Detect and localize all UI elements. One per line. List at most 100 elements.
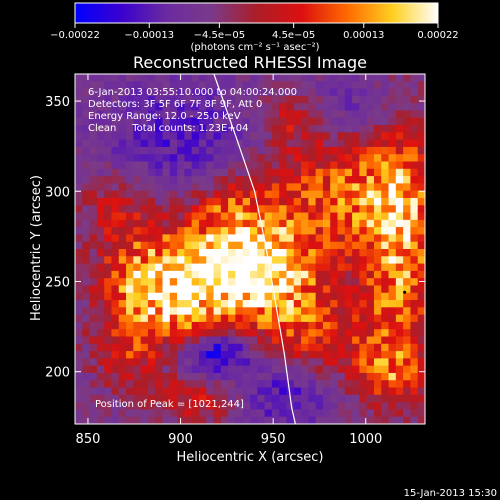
heatmap-cell [330, 387, 338, 396]
heatmap-cell [395, 154, 404, 162]
heatmap-cell [133, 234, 142, 243]
heatmap-cell [147, 168, 156, 177]
heatmap-cell [75, 351, 83, 359]
heatmap-cell [191, 190, 200, 199]
heatmap-cell [89, 387, 98, 396]
heatmap-cell [264, 343, 273, 352]
heatmap-cell [403, 168, 411, 177]
heatmap-cell [184, 365, 193, 374]
heatmap-cell [89, 402, 98, 410]
heatmap-cell [155, 292, 163, 301]
heatmap-cell [118, 365, 127, 374]
heatmap-cell [169, 132, 178, 141]
heatmap-cell [126, 95, 134, 104]
heatmap-cell [242, 336, 251, 345]
heatmap-cell [242, 103, 251, 111]
heatmap-cell [286, 183, 295, 192]
heatmap-cell [308, 161, 317, 170]
heatmap-cell [126, 300, 134, 308]
heatmap-cell [366, 365, 375, 374]
heatmap-cell [286, 285, 295, 294]
heatmap-cell [118, 351, 127, 359]
heatmap-cell [366, 234, 375, 243]
heatmap-cell [147, 219, 156, 228]
heatmap-cell [352, 110, 360, 119]
heatmap-cell [206, 183, 214, 192]
heatmap-cell [250, 154, 258, 162]
heatmap-cell [126, 380, 134, 388]
heatmap-cell [395, 88, 404, 97]
heatmap-cell [213, 74, 222, 82]
heatmap-cell [373, 358, 382, 367]
heatmap-cell [271, 278, 280, 286]
heatmap-cell [279, 103, 287, 111]
heatmap-cell [271, 205, 280, 213]
heatmap-cell [126, 161, 134, 170]
heatmap-cell [235, 190, 244, 199]
heatmap-cell [352, 212, 360, 221]
heatmap-cell [315, 205, 324, 213]
heatmap-cell [337, 329, 346, 337]
heatmap-cell [235, 161, 244, 170]
heatmap-cell [388, 278, 397, 286]
heatmap-cell [293, 292, 302, 301]
heatmap-cell [395, 343, 404, 352]
heatmap-cell [410, 219, 419, 228]
heatmap-cell [322, 380, 331, 388]
heatmap-cell [228, 329, 236, 337]
heatmap-cell [344, 358, 353, 367]
heatmap-cell [315, 314, 324, 323]
heatmap-cell [89, 81, 98, 89]
heatmap-cell [373, 372, 382, 381]
heatmap-cell [147, 132, 156, 141]
heatmap-cell [82, 387, 90, 396]
heatmap-cell [337, 270, 346, 279]
heatmap-cell [366, 409, 375, 418]
heatmap-cell [257, 314, 265, 323]
heatmap-cell [82, 278, 90, 286]
heatmap-cell [395, 387, 404, 396]
heatmap-cell [293, 372, 302, 381]
heatmap-cell [279, 263, 287, 272]
heatmap-cell [184, 249, 193, 257]
heatmap-cell [301, 212, 309, 221]
heatmap-cell [395, 219, 404, 228]
heatmap-cell [403, 74, 411, 82]
heatmap-cell [250, 409, 258, 418]
heatmap-cell [133, 292, 142, 301]
heatmap-cell [264, 249, 273, 257]
heatmap-cell [410, 387, 419, 396]
heatmap-cell [198, 227, 207, 235]
heatmap-cell [410, 154, 419, 162]
heatmap-cell [133, 307, 142, 316]
heatmap-cell [366, 161, 375, 170]
heatmap-cell [133, 351, 142, 359]
heatmap-cell [140, 343, 149, 352]
heatmap-cell [177, 168, 185, 177]
heatmap-cell [75, 343, 83, 352]
heatmap-cell [250, 241, 258, 250]
heatmap-cell [75, 161, 83, 170]
heatmap-cell [381, 139, 389, 148]
heatmap-cell [301, 103, 309, 111]
heatmap-cell [177, 103, 185, 111]
heatmap-cell [206, 197, 214, 206]
heatmap-cell [388, 270, 397, 279]
heatmap-cell [373, 154, 382, 162]
heatmap-cell [330, 74, 338, 82]
heatmap-cell [133, 110, 142, 119]
heatmap-cell [322, 285, 331, 294]
heatmap-cell [257, 132, 265, 141]
heatmap-cell [75, 402, 83, 410]
heatmap-cell [126, 285, 134, 294]
heatmap-cell [184, 125, 193, 133]
heatmap-cell [410, 307, 419, 316]
heatmap-cell [352, 219, 360, 228]
heatmap-cell [337, 358, 346, 367]
heatmap-cell [104, 117, 112, 126]
heatmap-cell [417, 110, 426, 119]
heatmap-cell [111, 212, 120, 221]
heatmap-cell [133, 241, 142, 250]
heatmap-cell [177, 285, 185, 294]
